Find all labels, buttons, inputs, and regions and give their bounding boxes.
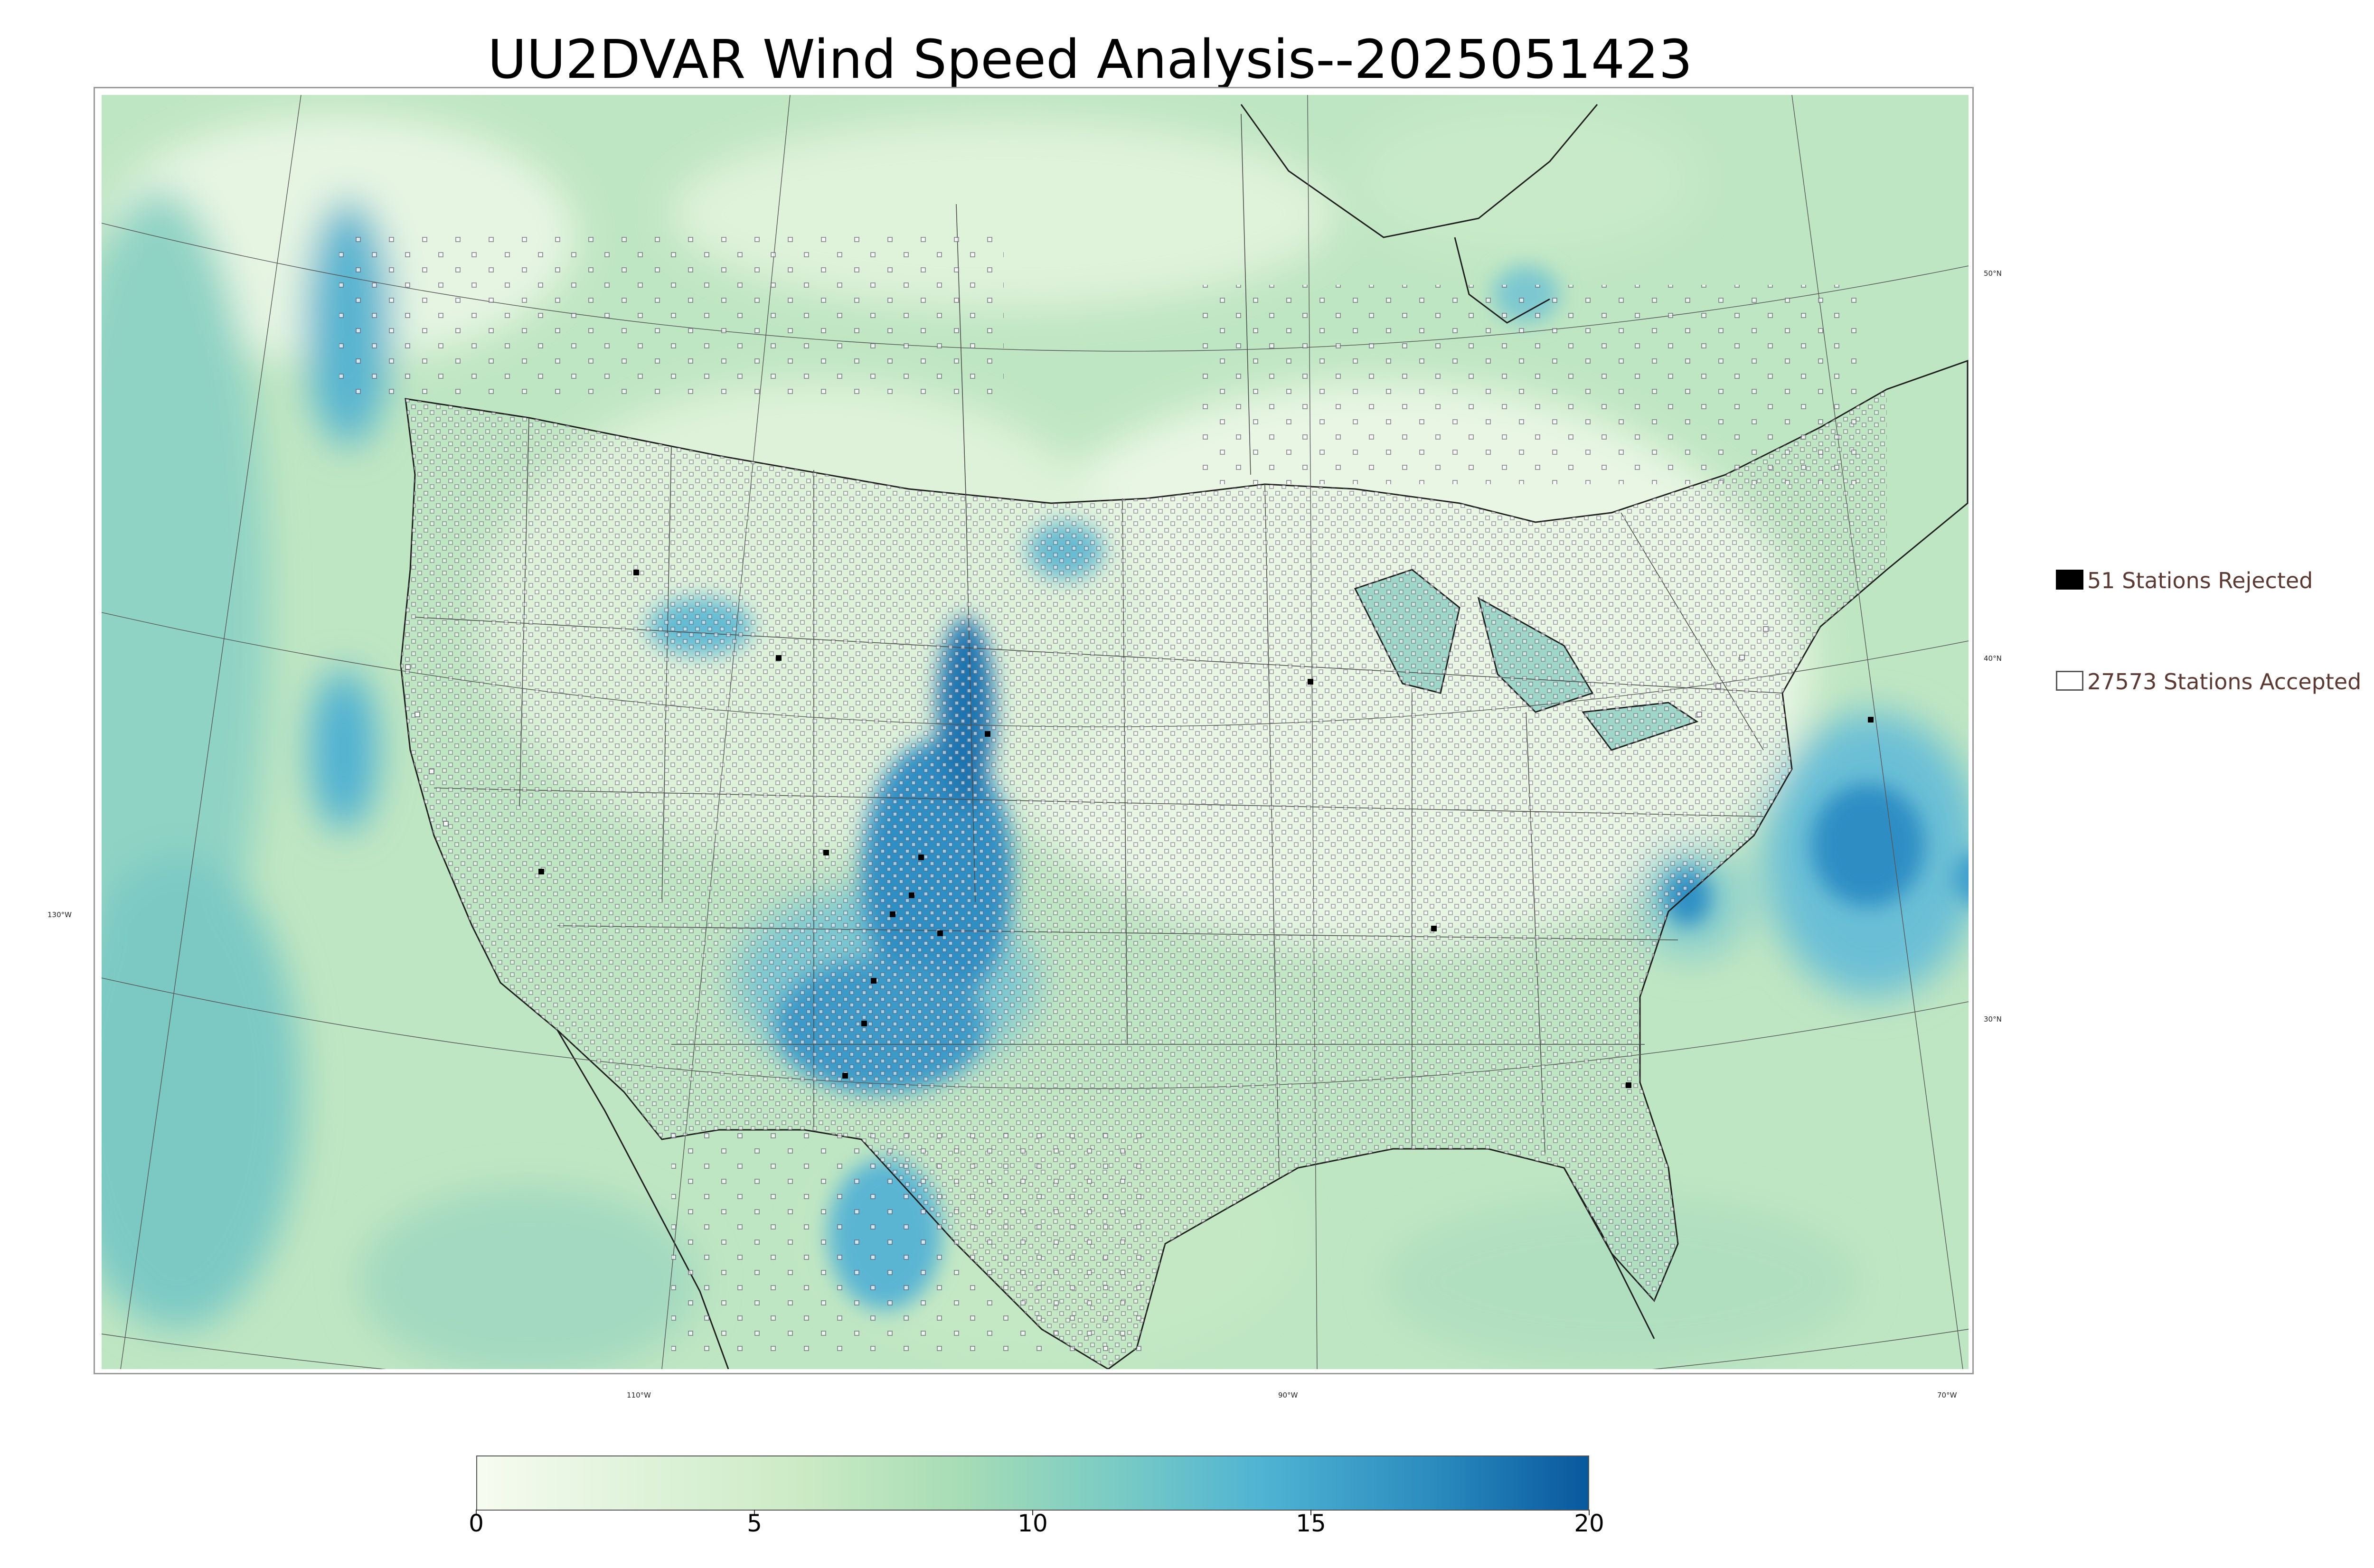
lon-label-70w: 70°W bbox=[1937, 1391, 1957, 1399]
colorbar bbox=[476, 1455, 1589, 1511]
colorbar-tick-label: 10 bbox=[1017, 1510, 1048, 1537]
lon-label-130w: 130°W bbox=[47, 911, 72, 919]
page-title: UU2DVAR Wind Speed Analysis--2025051423 bbox=[488, 29, 1693, 91]
colorbar-tick-mark bbox=[1032, 1510, 1033, 1515]
colorbar-tick-label: 15 bbox=[1296, 1510, 1326, 1537]
map-frame bbox=[94, 87, 1974, 1374]
accepted-stations-coastal bbox=[405, 626, 1769, 826]
lon-label-110w: 110°W bbox=[627, 1391, 651, 1399]
legend-accepted-label: 27573 Stations Accepted bbox=[2087, 669, 2362, 695]
colorbar-tick-mark bbox=[754, 1510, 755, 1515]
hollow-square-icon bbox=[2056, 671, 2083, 691]
colorbar-tick-mark bbox=[1310, 1510, 1311, 1515]
filled-square-icon bbox=[2056, 570, 2083, 590]
colorbar-tick-mark bbox=[1589, 1510, 1590, 1515]
lat-label-40n: 40°N bbox=[1984, 654, 2002, 663]
rejected-stations bbox=[538, 570, 1874, 1088]
lat-label-50n: 50°N bbox=[1984, 269, 2002, 278]
colorbar-tick-mark bbox=[476, 1510, 477, 1515]
lat-label-30n: 30°N bbox=[1984, 1015, 2002, 1023]
colorbar-tick-label: 5 bbox=[747, 1510, 762, 1537]
colorbar-tick-label: 20 bbox=[1574, 1510, 1604, 1537]
lon-label-90w: 90°W bbox=[1278, 1391, 1298, 1399]
legend-rejected-label: 51 Stations Rejected bbox=[2087, 568, 2313, 593]
colorbar-tick-label: 0 bbox=[469, 1510, 484, 1537]
accepted-stations-dense bbox=[401, 389, 1887, 1369]
wind-speed-map bbox=[102, 95, 1969, 1369]
accepted-stations-sparse bbox=[339, 228, 1858, 1358]
